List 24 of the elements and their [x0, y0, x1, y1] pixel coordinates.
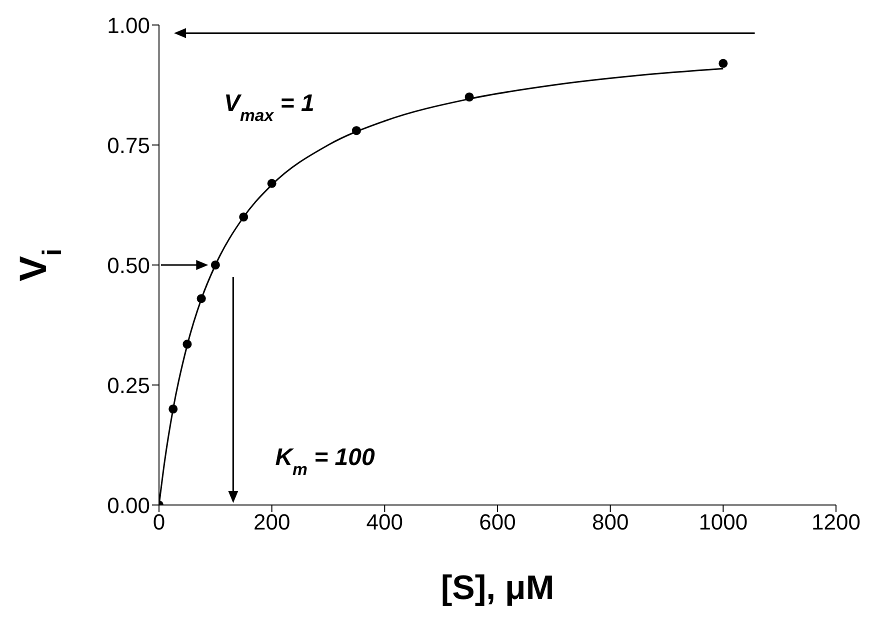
point [718, 58, 728, 68]
x-tick-label: 1200 [812, 510, 860, 535]
annotation: V$_{max}$ = 1 [224, 90, 314, 125]
y-tick-label: 0.25 [107, 372, 150, 398]
y-tick-label: 0.00 [107, 492, 150, 518]
y-tick-label: 0.75 [107, 132, 150, 158]
point [267, 178, 276, 188]
x-tick-label: 0 [152, 510, 166, 535]
point [182, 340, 192, 349]
y-tick-label: 1.00 [107, 12, 150, 38]
x-tick-label: 200 [253, 510, 290, 535]
point [352, 126, 361, 136]
y-tick-label: 0.50 [107, 252, 150, 278]
x-tick-label: 1000 [698, 510, 748, 535]
x-axis-title: [S], μM [440, 569, 554, 607]
x-tick-label: 600 [479, 510, 516, 535]
annotation: K$_{m}$ = 100 [275, 444, 376, 478]
point [210, 260, 220, 270]
point [239, 212, 248, 222]
point [168, 404, 178, 414]
point [464, 92, 474, 102]
x-tick-label: 400 [366, 510, 404, 535]
x-tick-label: 800 [592, 510, 629, 535]
point [196, 294, 206, 304]
